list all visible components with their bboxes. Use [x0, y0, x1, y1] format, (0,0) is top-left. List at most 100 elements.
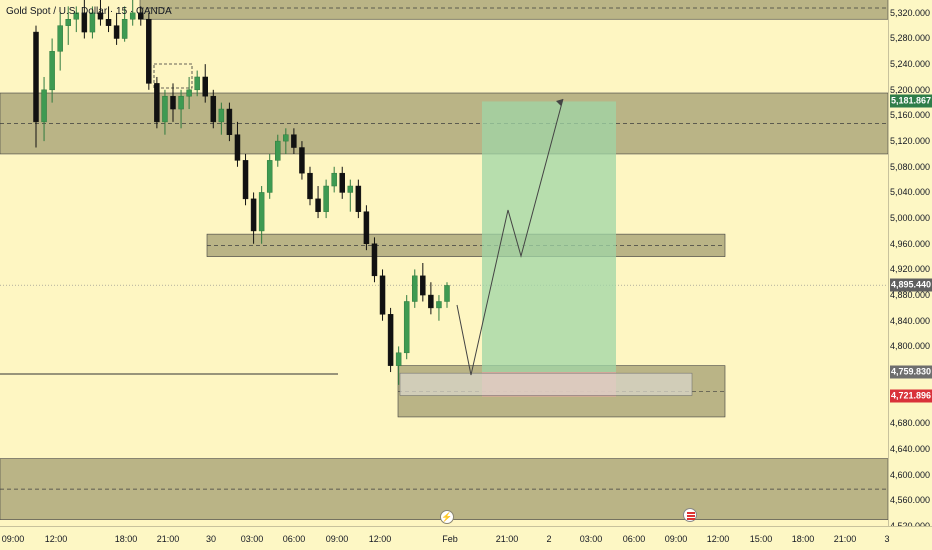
price-chart[interactable] [0, 0, 888, 526]
candle-body [186, 89, 192, 97]
chart-area[interactable]: Gold Spot / U.S. Dollar · 15 · OANDA [0, 0, 888, 526]
time-tick-label: Feb [442, 534, 458, 544]
candle-body [194, 76, 200, 91]
time-tick-label: 03:00 [579, 534, 603, 544]
symbol-title: Gold Spot / U.S. Dollar · 15 · OANDA [6, 6, 172, 17]
candle-body [210, 95, 217, 123]
price-badge: 4,721.896 [890, 389, 932, 403]
price-badge: 4,759.830 [890, 365, 932, 379]
candle-body [202, 76, 208, 97]
price-tick-label: 4,680.000 [889, 418, 930, 429]
candle-body [347, 185, 354, 193]
candle-body [113, 25, 120, 39]
candle-body [307, 172, 313, 200]
candle-body [49, 51, 55, 91]
candle-body [412, 275, 418, 302]
candle-body [218, 108, 225, 123]
time-tick-label: 18:00 [114, 534, 138, 544]
candle-body [154, 83, 160, 123]
candle-body [138, 12, 144, 20]
time-tick-label: 12:00 [44, 534, 68, 544]
candle-body [57, 25, 63, 52]
candle-body [420, 275, 426, 296]
time-axis[interactable]: 09:00 12:00 18:00 21:00 30 03:00 06:00 09:00 12:… [0, 526, 932, 550]
candle-body [299, 147, 305, 174]
price-tick-label: 4,640.000 [889, 444, 930, 455]
candle-body [41, 89, 47, 123]
projection-arrowhead [556, 99, 563, 106]
candle-body [387, 314, 394, 366]
time-tick-label: 21:00 [495, 534, 519, 544]
long-position-target [482, 101, 616, 373]
candle-body [81, 12, 88, 33]
price-tick-label: 5,000.000 [889, 213, 930, 224]
candle-body [162, 95, 168, 123]
price-tick-label: 5,040.000 [889, 187, 930, 198]
time-tick-label: 21:00 [156, 534, 180, 544]
entry-rectangle [399, 372, 693, 396]
price-tick-label: 4,600.000 [889, 469, 930, 480]
candle-body [283, 134, 289, 142]
candle-body [89, 12, 96, 33]
candle-body [170, 95, 176, 110]
time-tick-label: 12:00 [706, 534, 730, 544]
projection-path [456, 98, 564, 376]
candle-body [250, 198, 257, 232]
candle-body [65, 18, 71, 26]
price-tick-label: 4,840.000 [889, 315, 930, 326]
candle-body [129, 12, 136, 20]
time-tick-label: 3 [884, 534, 890, 544]
candle-body [428, 294, 434, 309]
candle-body [403, 301, 410, 354]
candle-body [226, 108, 233, 135]
time-tick-label: 06:00 [622, 534, 646, 544]
candle-body [73, 12, 80, 20]
price-tick-label: 5,160.000 [889, 110, 930, 121]
time-tick-label: 30 [205, 534, 217, 544]
candle-body [331, 172, 337, 187]
price-axis[interactable]: 5,320.000 5,280.000 5,240.000 5,200.000 5,16… [888, 0, 932, 531]
candle-body [355, 185, 362, 212]
candle-body [97, 12, 104, 20]
candle-body [315, 198, 321, 212]
candle-body [363, 211, 370, 245]
price-tick-label: 4,960.000 [889, 238, 930, 249]
candle-body [395, 352, 402, 366]
time-tick-label: 09:00 [325, 534, 349, 544]
lightning-icon[interactable]: ⚡ [440, 510, 454, 524]
price-tick-label: 5,240.000 [889, 59, 930, 70]
price-tick-label: 4,920.000 [889, 264, 930, 275]
time-tick-label: 15:00 [749, 534, 773, 544]
time-tick-label: 18:00 [791, 534, 815, 544]
price-tick-label: 5,080.000 [889, 161, 930, 172]
price-tick-label: 5,320.000 [889, 7, 930, 18]
candle-body [258, 192, 265, 232]
price-tick-label: 5,280.000 [889, 33, 930, 44]
time-tick-label: 03:00 [240, 534, 264, 544]
candle-body [275, 140, 281, 161]
candle-body [371, 243, 378, 277]
candle-body [444, 285, 450, 302]
price-badge: 5,181.867 [890, 94, 932, 108]
time-tick-label: 12:00 [368, 534, 392, 544]
price-tick-label: 4,880.000 [889, 290, 930, 301]
price-tick-label: 4,800.000 [889, 341, 930, 352]
price-tick-label: 5,200.000 [889, 84, 930, 95]
price-tick-label: 5,120.000 [889, 136, 930, 147]
candle-body [323, 185, 329, 212]
time-tick-label: 21:00 [833, 534, 857, 544]
time-tick-label: 06:00 [282, 534, 306, 544]
candle-body [379, 275, 386, 315]
time-tick-label: 2 [546, 534, 552, 544]
time-tick-label: 09:00 [664, 534, 688, 544]
us-flag-icon[interactable] [683, 508, 697, 522]
candle-body [105, 18, 112, 26]
candle-body [436, 301, 442, 309]
price-badge: 4,895.440 [890, 278, 932, 292]
supply-demand-zone [139, 0, 888, 20]
candle-body [339, 172, 345, 193]
price-tick-label: 4,560.000 [889, 495, 930, 506]
candle-body [242, 160, 249, 200]
candle-body [291, 134, 297, 148]
candle-body [178, 95, 184, 110]
